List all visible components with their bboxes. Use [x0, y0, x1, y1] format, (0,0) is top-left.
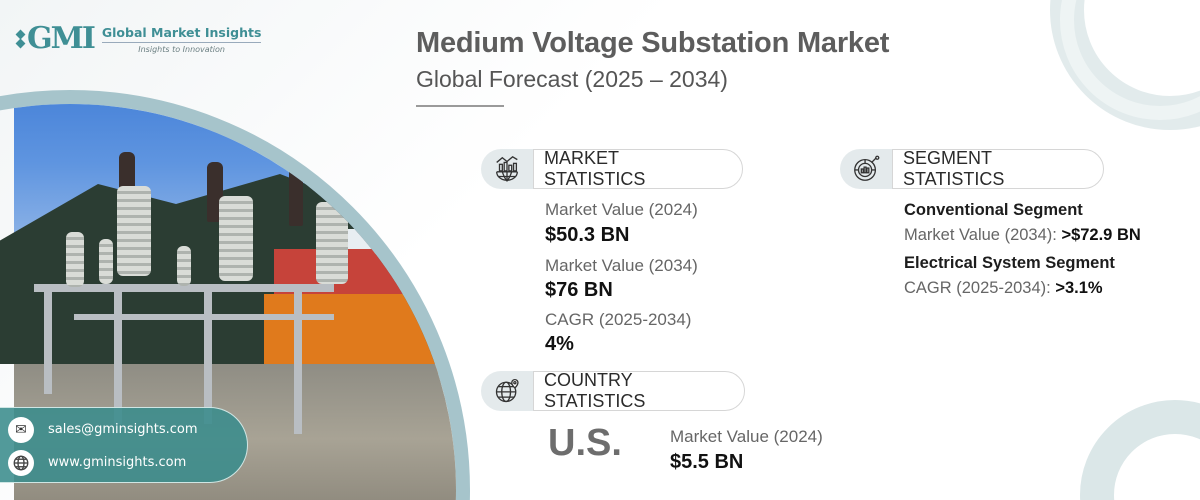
page-subtitle: Global Forecast (2025 – 2034)	[416, 66, 728, 92]
market-value-2034: $76 BN	[545, 279, 613, 301]
conventional-metric-label: Market Value (2034):	[904, 226, 1062, 244]
website-row[interactable]: www.gminsights.com	[8, 446, 247, 479]
decorative-arc-bottom-right	[1080, 400, 1200, 500]
contact-panel: ✉ sales@gminsights.com www.gminsights.co…	[0, 407, 248, 483]
conventional-segment-heading: Conventional Segment	[904, 201, 1083, 219]
substation-photo	[0, 104, 456, 500]
market-statistics-label: MARKET STATISTICS	[533, 148, 743, 189]
logo-diamonds-icon	[15, 29, 26, 49]
email-row[interactable]: ✉ sales@gminsights.com	[8, 413, 247, 446]
conventional-segment-metric: Market Value (2034): >$72.9 BN	[904, 226, 1141, 245]
globe-icon	[8, 449, 34, 476]
electrical-system-segment-heading: Electrical System Segment	[904, 254, 1115, 272]
substation-photo-frame	[0, 90, 470, 500]
logo-mark: GMI	[15, 21, 96, 56]
brand-tagline: Insights to Innovation	[138, 44, 225, 54]
logo-mark-text: GMI	[27, 21, 96, 56]
website-link[interactable]: www.gminsights.com	[48, 455, 187, 470]
gmi-logo: GMI Global Market Insights Insights to I…	[15, 21, 262, 56]
cagr-label: CAGR (2025-2034)	[545, 310, 692, 329]
market-value-2034-label: Market Value (2034)	[545, 256, 698, 275]
envelope-icon: ✉	[8, 416, 34, 443]
segment-statistics-label: SEGMENT STATISTICS	[892, 148, 1104, 189]
brand-name: Global Market Insights	[101, 25, 262, 43]
market-value-2024-label: Market Value (2024)	[545, 200, 698, 219]
country-metric-label: Market Value (2024)	[670, 427, 823, 446]
country-name: U.S.	[548, 422, 622, 464]
electrical-metric-label: CAGR (2025-2034):	[904, 279, 1056, 297]
conventional-metric-value: >$72.9 BN	[1061, 226, 1141, 244]
email-link[interactable]: sales@gminsights.com	[48, 422, 198, 437]
globe-chart-icon	[481, 149, 533, 189]
market-statistics-header: MARKET STATISTICS	[481, 148, 743, 189]
pie-chart-target-icon	[840, 149, 892, 189]
country-statistics-label: COUNTRY STATISTICS	[533, 370, 745, 411]
electrical-system-segment-metric: CAGR (2025-2034): >3.1%	[904, 279, 1103, 298]
cagr-value: 4%	[545, 333, 574, 355]
globe-pin-icon	[481, 371, 533, 411]
electrical-metric-value: >3.1%	[1055, 279, 1103, 297]
title-divider	[416, 105, 504, 107]
market-value-2024: $50.3 BN	[545, 224, 630, 246]
segment-statistics-header: SEGMENT STATISTICS	[840, 148, 1104, 189]
country-metric-value: $5.5 BN	[670, 451, 744, 473]
page-title: Medium Voltage Substation Market	[416, 27, 890, 59]
decorative-arc-top-right-inner	[1060, 0, 1200, 120]
country-statistics-header: COUNTRY STATISTICS	[481, 370, 745, 411]
